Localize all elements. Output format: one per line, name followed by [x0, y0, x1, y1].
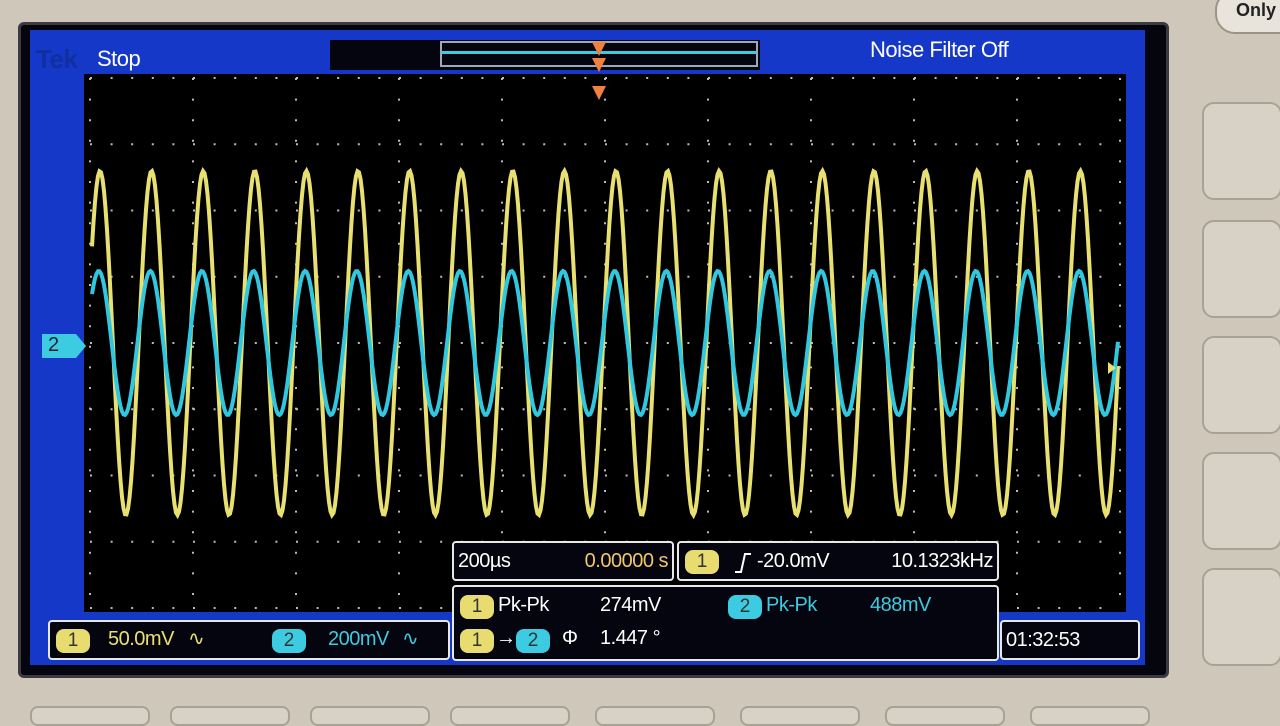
corner-button-label[interactable]: Only [1236, 0, 1277, 20]
run-status: Stop [97, 46, 141, 71]
channel-2-coupling: ∿ [402, 628, 419, 650]
channel-1-coupling: ∿ [188, 628, 205, 650]
side-button[interactable] [1202, 452, 1280, 550]
meas-2-label: Pk-Pk [766, 594, 817, 616]
bottom-button[interactable] [450, 706, 570, 726]
meas-1-value: 274mV [600, 594, 661, 616]
meas-1-label: Pk-Pk [498, 594, 549, 616]
meas-2-value: 488mV [870, 594, 931, 616]
measurement-box: 1 Pk-Pk 274mV 2 Pk-Pk 488mV 1 → 2 Φ 1.44… [452, 585, 999, 661]
phase-from: 1 [460, 629, 494, 653]
edge-icon [735, 553, 751, 573]
corner-button[interactable] [1215, 0, 1280, 34]
trigger-frequency: 10.1323kHz [891, 550, 993, 572]
phase-value: 1.447 ° [600, 627, 661, 649]
channel-1-scale: 50.0mV [108, 628, 174, 650]
bottom-button[interactable] [310, 706, 430, 726]
side-button[interactable] [1202, 336, 1280, 434]
trigger-marker [592, 42, 606, 100]
position: 0.00000 s [584, 550, 669, 572]
channel-scales: 1 50.0mV ∿ 2 200mV ∿ [48, 620, 450, 660]
trigger-level: -20.0mV [757, 550, 830, 572]
bottom-button[interactable] [740, 706, 860, 726]
clock: 01:32:53 [1006, 629, 1080, 651]
channel-1-badge: 1 [56, 629, 90, 653]
ground-marker-shape [42, 334, 86, 358]
bottom-button[interactable] [595, 706, 715, 726]
channel-2-wave [90, 268, 1120, 418]
trigger-source: 1 [685, 550, 719, 574]
timebase-box: 200µs 0.00000 s [452, 541, 674, 581]
bottom-button[interactable] [1030, 706, 1150, 726]
meas-2-channel: 2 [728, 595, 762, 619]
channel-2-badge: 2 [272, 629, 306, 653]
trigger-level-marker [1108, 362, 1116, 374]
timebase: 200µs [458, 550, 511, 572]
bottom-button[interactable] [30, 706, 150, 726]
noise-filter: Noise Filter Off [870, 37, 1009, 62]
phase-symbol: Φ [562, 627, 578, 649]
bottom-button[interactable] [885, 706, 1005, 726]
phase-arrow: → [496, 627, 516, 649]
side-button[interactable] [1202, 568, 1280, 666]
channel-2-scale: 200mV [328, 628, 389, 650]
phase-to: 2 [516, 629, 550, 653]
side-button[interactable] [1202, 102, 1280, 200]
bottom-button[interactable] [170, 706, 290, 726]
clock-box: 01:32:53 [1000, 620, 1140, 660]
ground-marker: 2 [48, 334, 60, 356]
brand: Tek [36, 44, 78, 74]
side-button[interactable] [1202, 220, 1280, 318]
meas-1-channel: 1 [460, 595, 494, 619]
trigger-box: 1 -20.0mV 10.1323kHz [677, 541, 999, 581]
